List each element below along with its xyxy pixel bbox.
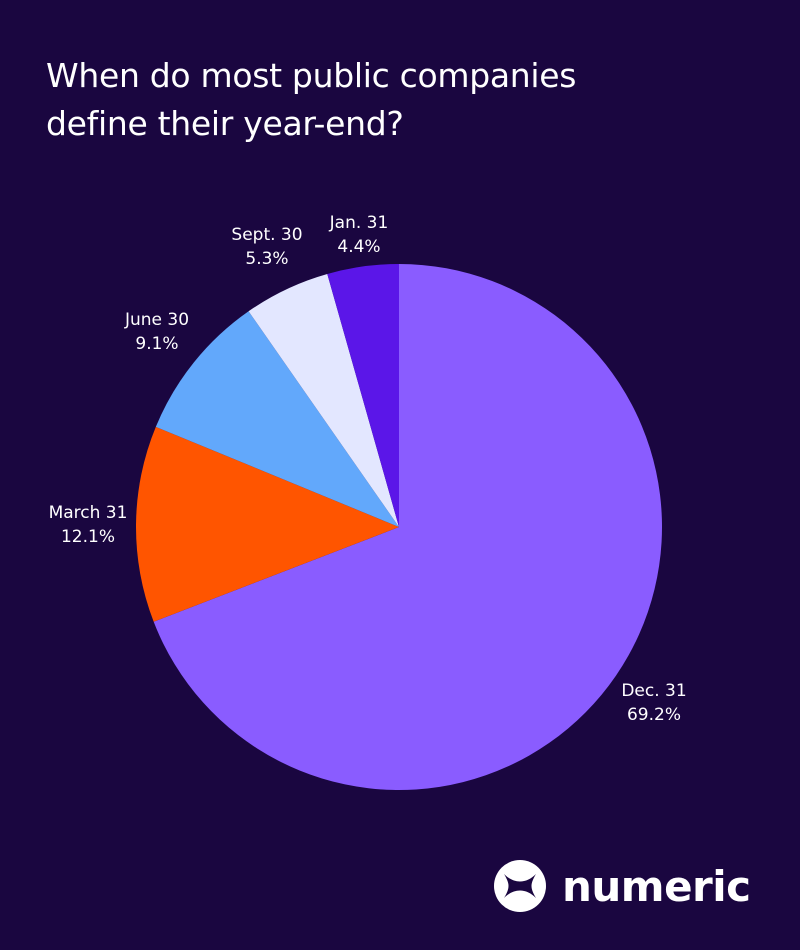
slice-category-label: Jan. 31: [329, 213, 389, 233]
slice-label: June 30 9.1%: [124, 310, 189, 354]
slice-category-label: Dec. 31: [621, 681, 686, 701]
slice-category-label: Sept. 30: [231, 225, 302, 245]
slice-label: Dec. 31 69.2%: [621, 681, 686, 725]
chart-title-line-1: When do most public companies: [46, 56, 577, 95]
pie-slice-sept-30: [248, 273, 399, 527]
pie-slice-jan-31: [327, 264, 399, 527]
pie-slices: [135, 264, 663, 790]
brand-logo: numeric: [494, 856, 751, 916]
pie-slice-june-30: [155, 311, 399, 527]
slice-value-label: 4.4%: [337, 237, 380, 257]
slice-label: Sept. 30 5.3%: [231, 225, 302, 269]
slice-value-label: 5.3%: [245, 249, 288, 269]
slice-value-label: 12.1%: [61, 527, 115, 547]
brand-name: numeric: [562, 861, 751, 911]
pie-slice-dec-31: [153, 264, 663, 790]
pie-slice-march-31: [135, 426, 399, 622]
slice-value-label: 9.1%: [135, 334, 178, 354]
chart-title-line-2: define their year-end?: [46, 104, 404, 143]
chart-title: When do most public companies define the…: [46, 52, 726, 148]
slice-category-label: March 31: [49, 503, 128, 523]
slice-label: March 31 12.1%: [49, 503, 128, 547]
pie-labels: Dec. 31 69.2% March 31 12.1% June 30 9.1% Sept…: [49, 213, 687, 725]
slice-category-label: June 30: [124, 310, 189, 330]
slice-label: Jan. 31 4.4%: [329, 213, 389, 257]
numeric-logo-icon: [494, 860, 546, 912]
slice-value-label: 69.2%: [627, 705, 681, 725]
